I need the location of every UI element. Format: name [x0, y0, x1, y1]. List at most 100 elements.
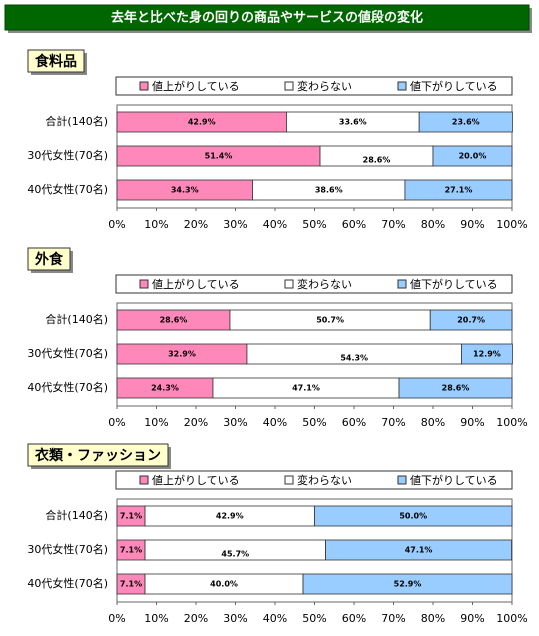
x-tick-label: 90%	[460, 416, 484, 429]
legend-box	[115, 470, 513, 490]
category-label: 40代女性(70名)	[27, 380, 108, 394]
x-tick-label: 100%	[496, 416, 527, 429]
legend-swatch	[284, 81, 294, 91]
page-title: 去年と比べた身の回りの商品やサービスの値段の変化	[111, 10, 423, 26]
bar-segment	[432, 145, 513, 167]
value-label: 47.1%	[292, 384, 320, 393]
value-label: 51.4%	[205, 152, 233, 161]
x-tick-label: 40%	[263, 218, 287, 231]
x-tick-label: 20%	[184, 416, 208, 429]
section-label-box	[27, 49, 85, 73]
legend-swatch	[139, 279, 149, 289]
x-tick-label: 20%	[184, 612, 208, 625]
legend-label: 値上がりしている	[152, 277, 240, 291]
x-tick-label: 80%	[421, 218, 445, 231]
x-tick-label: 30%	[223, 416, 247, 429]
category-label: 40代女性(70名)	[27, 576, 108, 590]
legend-label: 値下がりしている	[410, 473, 498, 487]
legend-box	[115, 76, 513, 96]
x-tick-label: 60%	[342, 416, 366, 429]
value-label: 24.3%	[151, 384, 179, 393]
bar-segment	[325, 539, 513, 561]
x-tick-label: 50%	[302, 612, 326, 625]
x-tick-label: 90%	[460, 218, 484, 231]
legend-swatch	[139, 81, 149, 91]
value-label: 42.9%	[216, 512, 244, 521]
value-label: 45.7%	[221, 550, 249, 559]
category-label: 合計(140名)	[45, 508, 108, 522]
x-tick-label: 70%	[381, 612, 405, 625]
section-label: 外食	[35, 251, 64, 268]
value-label: 7.1%	[120, 512, 142, 521]
value-label: 12.9%	[473, 350, 501, 359]
category-label: 40代女性(70名)	[27, 182, 108, 196]
section-label-box	[27, 443, 169, 467]
x-tick-label: 0%	[108, 612, 125, 625]
bar-segment	[398, 377, 513, 399]
x-tick-label: 80%	[421, 416, 445, 429]
bar-segment	[429, 309, 513, 331]
section-label-box	[27, 247, 71, 271]
x-tick-label: 80%	[421, 612, 445, 625]
x-tick-label: 10%	[144, 416, 168, 429]
x-tick-label: 100%	[496, 218, 527, 231]
title-banner	[4, 4, 530, 31]
x-tick-label: 0%	[108, 218, 125, 231]
value-label: 47.1%	[405, 546, 433, 555]
x-tick-label: 50%	[302, 416, 326, 429]
value-label: 42.9%	[188, 118, 216, 127]
x-tick-label: 50%	[302, 218, 326, 231]
bar-segment	[461, 343, 513, 365]
x-tick-label: 70%	[381, 218, 405, 231]
value-label: 34.3%	[171, 186, 199, 195]
legend-swatch	[284, 279, 294, 289]
value-label: 7.1%	[120, 546, 142, 555]
x-tick-label: 100%	[496, 612, 527, 625]
x-tick-label: 10%	[144, 218, 168, 231]
x-tick-label: 60%	[342, 612, 366, 625]
legend-label: 値上がりしている	[152, 79, 240, 93]
x-tick-label: 10%	[144, 612, 168, 625]
bar-segment	[314, 505, 513, 527]
legend-label: 値下がりしている	[410, 277, 498, 291]
value-label: 7.1%	[120, 580, 142, 589]
legend-label: 変わらない	[297, 473, 352, 487]
category-label: 30代女性(70名)	[27, 148, 108, 162]
value-label: 23.6%	[452, 118, 480, 127]
legend-swatch	[397, 475, 407, 485]
category-label: 合計(140名)	[45, 114, 108, 128]
x-tick-label: 90%	[460, 612, 484, 625]
bar-segment	[418, 111, 513, 133]
legend-swatch	[284, 475, 294, 485]
value-label: 20.7%	[457, 316, 485, 325]
bar-segment	[302, 573, 513, 595]
x-tick-label: 70%	[381, 416, 405, 429]
legend-label: 変わらない	[297, 277, 352, 291]
category-label: 30代女性(70名)	[27, 542, 108, 556]
value-label: 40.0%	[210, 580, 238, 589]
x-tick-label: 30%	[223, 612, 247, 625]
x-tick-label: 60%	[342, 218, 366, 231]
legend-label: 値下がりしている	[410, 79, 498, 93]
value-label: 28.6%	[442, 384, 470, 393]
legend-swatch	[397, 81, 407, 91]
value-label: 52.9%	[394, 580, 422, 589]
x-tick-label: 40%	[263, 612, 287, 625]
x-tick-label: 20%	[184, 218, 208, 231]
value-label: 50.0%	[399, 512, 427, 521]
value-label: 27.1%	[445, 186, 473, 195]
section-label: 食料品	[35, 53, 77, 70]
value-label: 54.3%	[340, 354, 368, 363]
section-label: 衣類・ファッション	[35, 447, 161, 464]
value-label: 33.6%	[339, 118, 367, 127]
legend-swatch	[139, 475, 149, 485]
x-tick-label: 0%	[108, 416, 125, 429]
legend-box	[115, 274, 513, 294]
value-label: 28.6%	[160, 316, 188, 325]
legend-label: 値上がりしている	[152, 473, 240, 487]
value-label: 20.0%	[459, 152, 487, 161]
category-label: 合計(140名)	[45, 312, 108, 326]
value-label: 50.7%	[316, 316, 344, 325]
x-tick-label: 30%	[223, 218, 247, 231]
